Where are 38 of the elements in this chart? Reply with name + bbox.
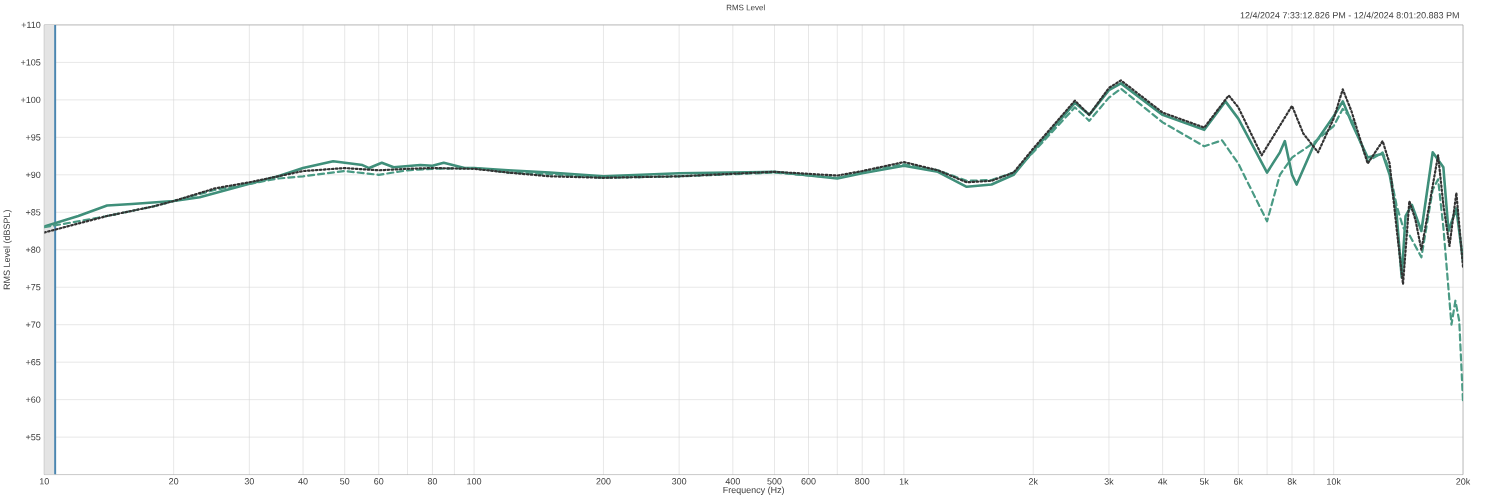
y-tick-label: +80 (25, 246, 41, 254)
x-tick-label: 2k (1028, 478, 1038, 485)
x-tick-label: 3k (1104, 478, 1114, 485)
y-tick-label: +105 (20, 59, 41, 66)
x-tick-label: 300 (671, 478, 687, 485)
y-tick-label: +90 (25, 171, 41, 179)
x-tick-label: 10k (1327, 478, 1341, 485)
y-axis-title: RMS Level (dBSPL) (3, 210, 12, 290)
y-tick-label: +100 (20, 96, 41, 104)
x-tick-label: 5k (1199, 478, 1210, 485)
x-tick-label: 40 (298, 478, 308, 485)
y-tick-label: +75 (25, 284, 41, 291)
x-tick-label: 20k (1456, 478, 1471, 485)
x-tick-label: 600 (801, 478, 816, 485)
x-tick-label: 400 (725, 478, 740, 485)
y-tick-label: +95 (25, 134, 41, 141)
x-tick-label: 80 (427, 478, 438, 485)
y-tick-label: +110 (21, 21, 41, 29)
x-tick-label: 100 (467, 478, 482, 485)
x-tick-label: 20 (169, 478, 179, 485)
x-tick-label: 8k (1287, 478, 1297, 485)
x-tick-label: 6k (1234, 478, 1244, 485)
y-tick-label: +55 (25, 434, 41, 441)
y-tick-label: +65 (25, 359, 41, 366)
y-tick-label: +70 (25, 321, 41, 329)
x-axis-title: Frequency (Hz) (723, 486, 784, 496)
y-tick-label: +85 (25, 209, 41, 216)
x-tick-label: 60 (374, 478, 384, 485)
x-tick-label: 500 (767, 478, 782, 485)
x-tick-label: 800 (855, 478, 870, 485)
x-tick-label: 50 (340, 478, 350, 485)
y-tick-label: +60 (25, 396, 41, 404)
x-tick-label: 200 (596, 478, 611, 485)
x-tick-label: 1k (899, 478, 909, 485)
x-tick-label: 10 (39, 478, 49, 485)
text: 12/4/2024 7:33:12.826 PM - 12/4/2024 8:01:20.883 PM (1240, 12, 1459, 19)
x-tick-label: 4k (1158, 478, 1168, 485)
x-tick-label: 30 (244, 478, 254, 485)
